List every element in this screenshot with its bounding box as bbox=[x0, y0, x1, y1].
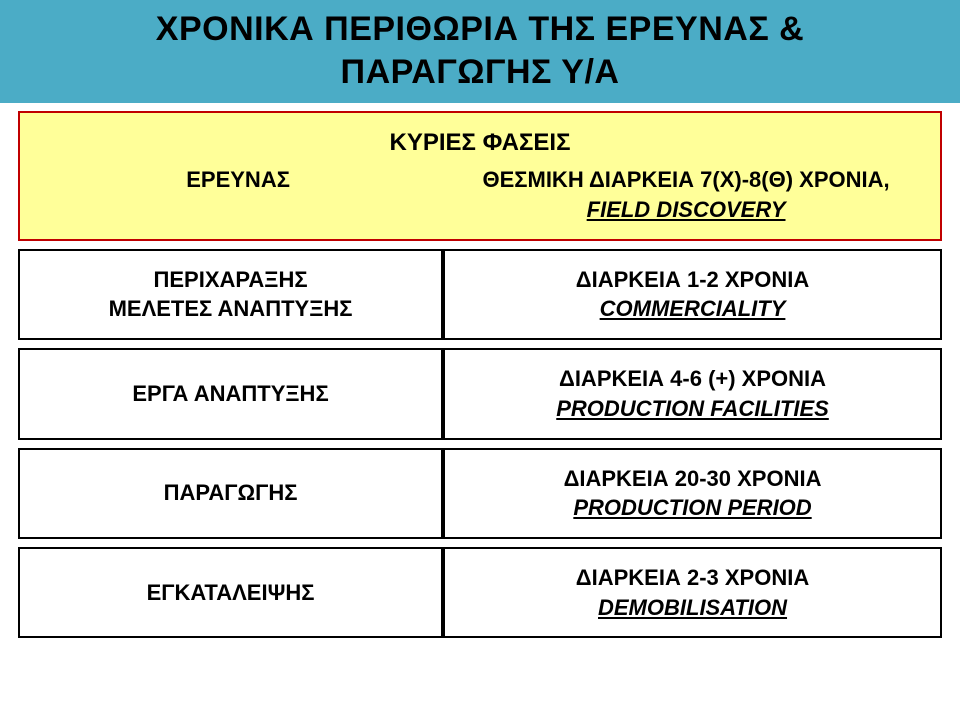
phases-table: ΚΥΡΙΕΣ ΦΑΣΕΙΣ ΕΡΕΥΝΑΣ ΘΕΣΜΙΚΗ ΔΙΑΡΚΕΙΑ 7… bbox=[18, 103, 942, 646]
table-row: ΠΑΡΑΓΩΓΗΣ ΔΙΑΡΚΕΙΑ 20-30 ΧΡΟΝΙΑ PRODUCTI… bbox=[18, 448, 942, 539]
content-area: ΚΥΡΙΕΣ ΦΑΣΕΙΣ ΕΡΕΥΝΑΣ ΘΕΣΜΙΚΗ ΔΙΑΡΚΕΙΑ 7… bbox=[0, 103, 960, 660]
table-row: ΕΡΓΑ ΑΝΑΠΤΥΞΗΣ ΔΙΑΡΚΕΙΑ 4-6 (+) ΧΡΟΝΙΑ P… bbox=[18, 348, 942, 439]
title-line-2: ΠΑΡΑΓΩΓΗΣ Υ/Α bbox=[341, 53, 620, 91]
phase-name: ΕΡΓΑ ΑΝΑΠΤΥΞΗΣ bbox=[18, 348, 443, 439]
phase-name: ΕΓΚΑΤΑΛΕΙΨΗΣ bbox=[18, 547, 443, 638]
table-row: ΕΓΚΑΤΑΛΕΙΨΗΣ ΔΙΑΡΚΕΙΑ 2-3 ΧΡΟΝΙΑ DEMOBIL… bbox=[18, 547, 942, 638]
phase-duration: ΔΙΑΡΚΕΙΑ 20-30 ΧΡΟΝΙΑ PRODUCTION PERIOD bbox=[443, 448, 942, 539]
phase-name: ΠΕΡΙΧΑΡΑΞΗΣ ΜΕΛΕΤΕΣ ΑΝΑΠΤΥΞΗΣ bbox=[18, 249, 443, 340]
table-row: ΠΕΡΙΧΑΡΑΞΗΣ ΜΕΛΕΤΕΣ ΑΝΑΠΤΥΞΗΣ ΔΙΑΡΚΕΙΑ 1… bbox=[18, 249, 942, 340]
phase-duration: ΔΙΑΡΚΕΙΑ 2-3 ΧΡΟΝΙΑ DEMOBILISATION bbox=[443, 547, 942, 638]
table-row: ΚΥΡΙΕΣ ΦΑΣΕΙΣ ΕΡΕΥΝΑΣ ΘΕΣΜΙΚΗ ΔΙΑΡΚΕΙΑ 7… bbox=[18, 111, 942, 241]
phase-name: ΠΑΡΑΓΩΓΗΣ bbox=[18, 448, 443, 539]
phase-duration: ΘΕΣΜΙΚΗ ΔΙΑΡΚΕΙΑ 7(Χ)-8(Θ) ΧΡΟΝΙΑ, FIELD… bbox=[444, 165, 928, 224]
slide-title: ΧΡΟΝΙΚΑ ΠΕΡΙΘΩΡΙΑ ΤΗΣ ΕΡΕΥΝΑΣ & ΠΑΡΑΓΩΓΗ… bbox=[18, 8, 942, 93]
title-line-1: ΧΡΟΝΙΚΑ ΠΕΡΙΘΩΡΙΑ ΤΗΣ ΕΡΕΥΝΑΣ & bbox=[156, 10, 804, 48]
slide-header: ΧΡΟΝΙΚΑ ΠΕΡΙΘΩΡΙΑ ΤΗΣ ΕΡΕΥΝΑΣ & ΠΑΡΑΓΩΓΗ… bbox=[0, 0, 960, 103]
phase-duration: ΔΙΑΡΚΕΙΑ 4-6 (+) ΧΡΟΝΙΑ PRODUCTION FACIL… bbox=[443, 348, 942, 439]
phases-header-cell: ΚΥΡΙΕΣ ΦΑΣΕΙΣ ΕΡΕΥΝΑΣ ΘΕΣΜΙΚΗ ΔΙΑΡΚΕΙΑ 7… bbox=[18, 111, 942, 241]
phase-duration: ΔΙΑΡΚΕΙΑ 1-2 ΧΡΟΝΙΑ COMMERCIALITY bbox=[443, 249, 942, 340]
phase-name: ΕΡΕΥΝΑΣ bbox=[32, 165, 444, 224]
phases-subtitle: ΚΥΡΙΕΣ ΦΑΣΕΙΣ bbox=[32, 127, 928, 159]
